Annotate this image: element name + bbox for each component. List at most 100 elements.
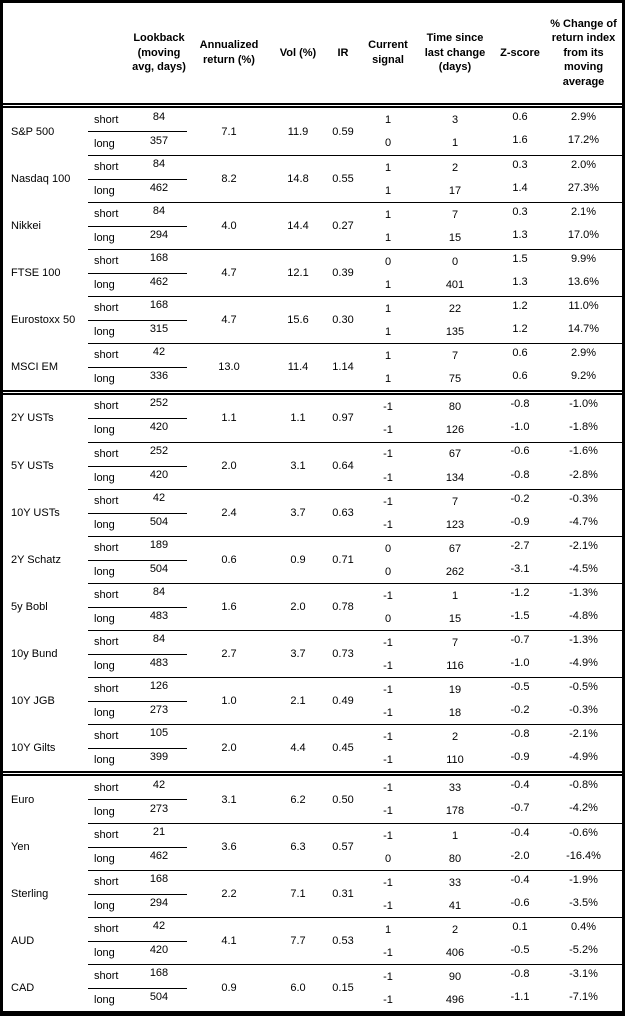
pct-change-value: -7.1% (569, 990, 598, 1003)
pct-change-value: -4.5% (569, 562, 598, 575)
time-since-value: 7 (451, 349, 459, 362)
horizon-row: short 42 (88, 918, 187, 942)
zscore-value: -1.0 (510, 421, 530, 434)
time-since-value: 7 (451, 208, 459, 221)
lookback-value: 21 (152, 826, 166, 839)
lookback-value: 168 (149, 299, 169, 312)
zscore-value: 0.6 (512, 110, 528, 123)
pct-change-value: -1.0% (569, 397, 598, 410)
horizon-lookback-block: short 168 long 462 (88, 250, 187, 296)
asset-row-data: short 84 long 462 8.2 14.8 0.55 1 2 0.3 2.0% 1 17 1.4… (88, 155, 622, 202)
pct-change-value: 2.9% (570, 346, 597, 359)
time-since-value: 7 (451, 636, 459, 649)
table-header-row: Lookback (moving avg, days) Annualized r… (3, 3, 622, 108)
horizon-lookback-block: short 42 long 273 (88, 776, 187, 823)
horizon-label: short (94, 302, 119, 315)
signal-row: 1 75 0.6 9.2% (361, 367, 622, 390)
asset-row-data: short 42 long 420 4.1 7.7 0.53 1 2 0.1 0.4% -1 406 -0… (88, 917, 622, 964)
asset-name: 2Y Schatz (11, 553, 61, 566)
time-since-value: 1 (451, 137, 459, 150)
asset-row-data: short 126 long 273 1.0 2.1 0.49 -1 19 -0.5 -0.5% -1… (88, 677, 622, 724)
signal-value: 1 (384, 372, 392, 385)
horizon-label: long (94, 659, 115, 672)
asset-row-data: short 252 long 420 1.1 1.1 0.97 -1 80 -0.8 -1.0% -1… (88, 395, 622, 442)
lookback-value: 483 (149, 656, 169, 669)
horizon-lookback-block: short 42 long 504 (88, 490, 187, 536)
horizon-label: long (94, 325, 115, 338)
zscore-value: -0.5 (510, 943, 530, 956)
signal-block: -1 90 -0.8 -3.1% -1 496 -1.1 -7.1% (361, 965, 622, 1011)
annualized-return-value: 8.2 (221, 173, 237, 185)
horizon-row: long 462 (88, 848, 187, 870)
zscore-value: 0.6 (512, 369, 528, 382)
horizon-label: long (94, 612, 115, 625)
horizon-row: short 84 (88, 108, 187, 132)
lookback-value: 420 (149, 468, 169, 481)
time-since-value: 401 (445, 278, 465, 291)
signal-value: 0 (384, 612, 392, 625)
vol-value: 11.4 (287, 361, 309, 373)
zscore-value: -1.5 (510, 609, 530, 622)
horizon-label: short (94, 113, 119, 126)
time-since-value: 2 (451, 730, 459, 743)
horizon-label: short (94, 161, 119, 174)
horizon-row: short 252 (88, 395, 187, 419)
signal-value: -1 (383, 781, 393, 794)
signal-row: -1 178 -0.7 -4.2% (361, 800, 622, 823)
signal-row: -1 406 -0.5 -5.2% (361, 941, 622, 964)
zscore-value: -0.8 (510, 397, 530, 410)
zscore-value: -1.2 (510, 586, 530, 599)
annualized-return-value: 0.9 (221, 982, 237, 994)
horizon-label: long (94, 946, 115, 959)
lookback-value: 462 (149, 181, 169, 194)
zscore-value: 1.5 (512, 252, 528, 265)
horizon-label: long (94, 278, 115, 291)
vol-value: 2.0 (290, 601, 306, 614)
asset-row-group: Eurostoxx 50 short 168 long 315 4.7 15.6 0.30 1 2… (3, 296, 622, 343)
zscore-value: -0.7 (510, 802, 530, 815)
asset-name: 5Y USTs (11, 459, 54, 472)
horizon-row: short 105 (88, 725, 187, 749)
horizon-lookback-block: short 168 long 315 (88, 297, 187, 343)
asset-row-data: short 168 long 294 2.2 7.1 0.31 -1 33 -0.4 -1.9% -1… (88, 870, 622, 917)
signal-row: -1 1 -1.2 -1.3% (361, 584, 622, 607)
horizon-label: long (94, 852, 115, 865)
asset-name: MSCI EM (11, 360, 59, 373)
pct-change-value: -1.3% (569, 633, 598, 646)
annualized-return-value: 4.7 (221, 314, 237, 326)
lookback-value: 42 (152, 492, 166, 505)
signal-value: -1 (383, 659, 393, 672)
signal-row: 1 2 0.3 2.0% (361, 156, 622, 179)
header-current-signal: Current signal (368, 39, 408, 66)
horizon-label: long (94, 424, 115, 437)
time-since-value: 80 (448, 852, 462, 865)
horizon-row: short 84 (88, 156, 187, 180)
signal-row: -1 7 -0.7 -1.3% (361, 631, 622, 654)
pct-change-value: 0.4% (570, 920, 597, 933)
signal-row: -1 67 -0.6 -1.6% (361, 443, 622, 466)
horizon-row: short 168 (88, 297, 187, 321)
asset-row-group: 5Y USTs short 252 long 420 2.0 3.1 0.64 -1 67 -0.6… (3, 441, 622, 489)
signal-value: -1 (383, 495, 393, 508)
annualized-return-value: 4.1 (221, 935, 237, 948)
ir-value: 0.71 (332, 554, 354, 567)
horizon-row: long 357 (88, 132, 187, 155)
ir-value: 0.39 (332, 267, 354, 279)
asset-name: Nasdaq 100 (11, 172, 71, 185)
ir-value: 0.45 (332, 742, 354, 755)
horizon-label: short (94, 495, 119, 508)
signal-row: 0 67 -2.7 -2.1% (361, 537, 622, 560)
ir-value: 0.57 (332, 841, 354, 854)
signal-value: -1 (383, 805, 393, 818)
signal-value: 1 (384, 113, 392, 126)
signal-value: 1 (384, 923, 392, 936)
pct-change-value: -1.8% (569, 421, 598, 434)
time-since-value: 126 (445, 424, 465, 437)
time-since-value: 178 (445, 805, 465, 818)
ir-value: 0.50 (332, 793, 354, 806)
lookback-value: 462 (149, 849, 169, 862)
ir-value: 1.14 (332, 361, 354, 373)
asset-name: AUD (11, 934, 35, 947)
signal-value: -1 (383, 899, 393, 912)
lookback-value: 168 (149, 967, 169, 980)
